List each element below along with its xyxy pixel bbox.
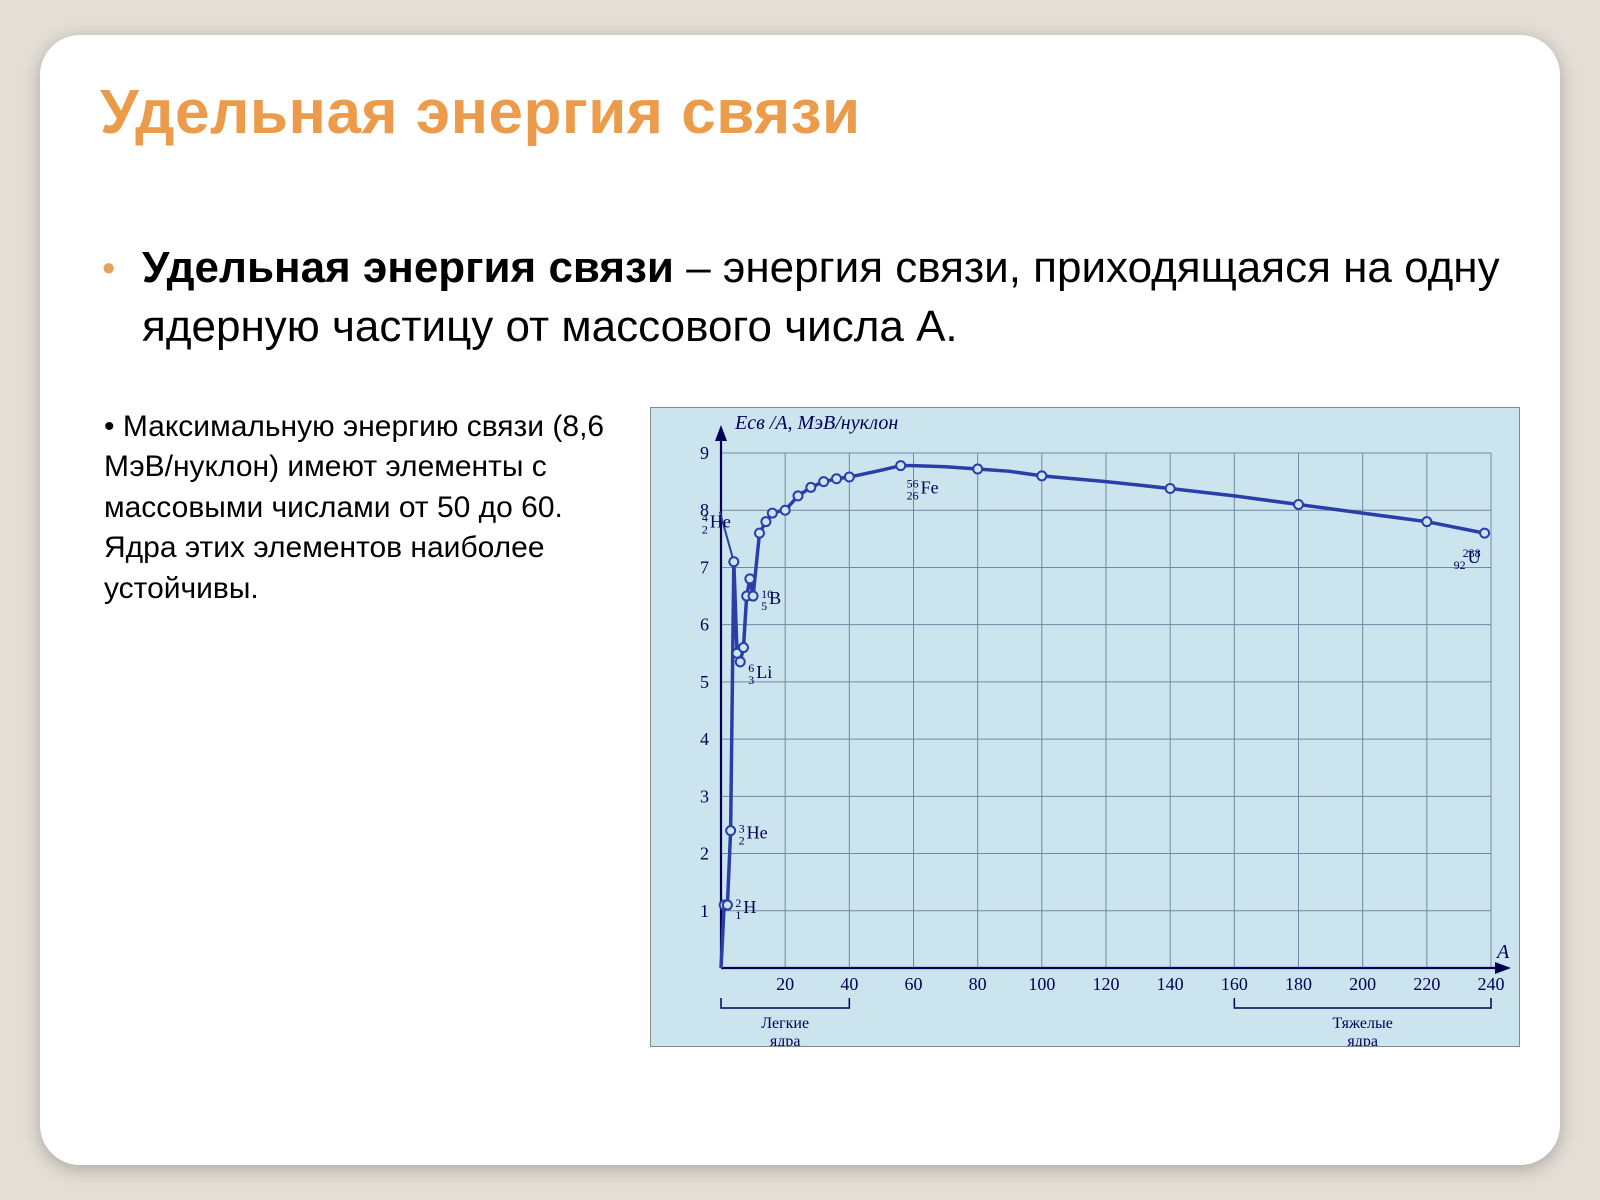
- lower-row: • Максимальную энергию связи (8,6 МэВ/ну…: [100, 407, 1500, 1047]
- svg-text:23892U: 23892U: [1454, 546, 1481, 572]
- svg-text:100: 100: [1028, 974, 1055, 994]
- svg-text:105B: 105B: [761, 587, 781, 613]
- svg-text:Тяжелые: Тяжелые: [1333, 1015, 1393, 1032]
- svg-text:3: 3: [700, 786, 709, 806]
- svg-text:2: 2: [700, 843, 709, 863]
- svg-text:63Li: 63Li: [748, 661, 772, 687]
- svg-text:200: 200: [1349, 974, 1376, 994]
- slide-title: Удельная энергия связи: [100, 77, 1500, 148]
- definition-text: Удельная энергия связи – энергия связи, …: [100, 238, 1500, 357]
- svg-text:5: 5: [700, 672, 709, 692]
- svg-text:Eсв /A, МэВ/нуклон: Eсв /A, МэВ/нуклон: [734, 412, 898, 434]
- svg-text:21H: 21H: [735, 896, 756, 922]
- svg-text:140: 140: [1157, 974, 1184, 994]
- note-text: • Максимальную энергию связи (8,6 МэВ/ну…: [100, 407, 620, 610]
- svg-text:180: 180: [1285, 974, 1312, 994]
- svg-text:4: 4: [700, 729, 709, 749]
- svg-text:Легкие: Легкие: [761, 1015, 809, 1032]
- svg-text:7: 7: [700, 557, 709, 577]
- svg-text:60: 60: [905, 974, 923, 994]
- binding-energy-chart: 2040608010012014016018020022024012345678…: [650, 407, 1520, 1047]
- svg-text:9: 9: [700, 443, 709, 463]
- svg-text:ядра: ядра: [1347, 1033, 1378, 1047]
- svg-text:5626Fe: 5626Fe: [907, 476, 939, 502]
- svg-text:20: 20: [776, 974, 794, 994]
- svg-text:40: 40: [840, 974, 858, 994]
- svg-text:220: 220: [1413, 974, 1440, 994]
- slide: Удельная энергия связи Удельная энергия …: [40, 35, 1560, 1165]
- svg-text:1: 1: [700, 901, 709, 921]
- svg-text:120: 120: [1093, 974, 1120, 994]
- svg-text:6: 6: [700, 614, 709, 634]
- svg-text:A: A: [1495, 941, 1510, 963]
- svg-text:80: 80: [969, 974, 987, 994]
- svg-text:32He: 32He: [739, 821, 768, 847]
- svg-text:ядра: ядра: [770, 1033, 801, 1047]
- svg-text:160: 160: [1221, 974, 1248, 994]
- definition-term: Удельная энергия связи: [142, 243, 674, 292]
- chart-container: 2040608010012014016018020022024012345678…: [650, 407, 1520, 1047]
- svg-text:240: 240: [1478, 974, 1505, 994]
